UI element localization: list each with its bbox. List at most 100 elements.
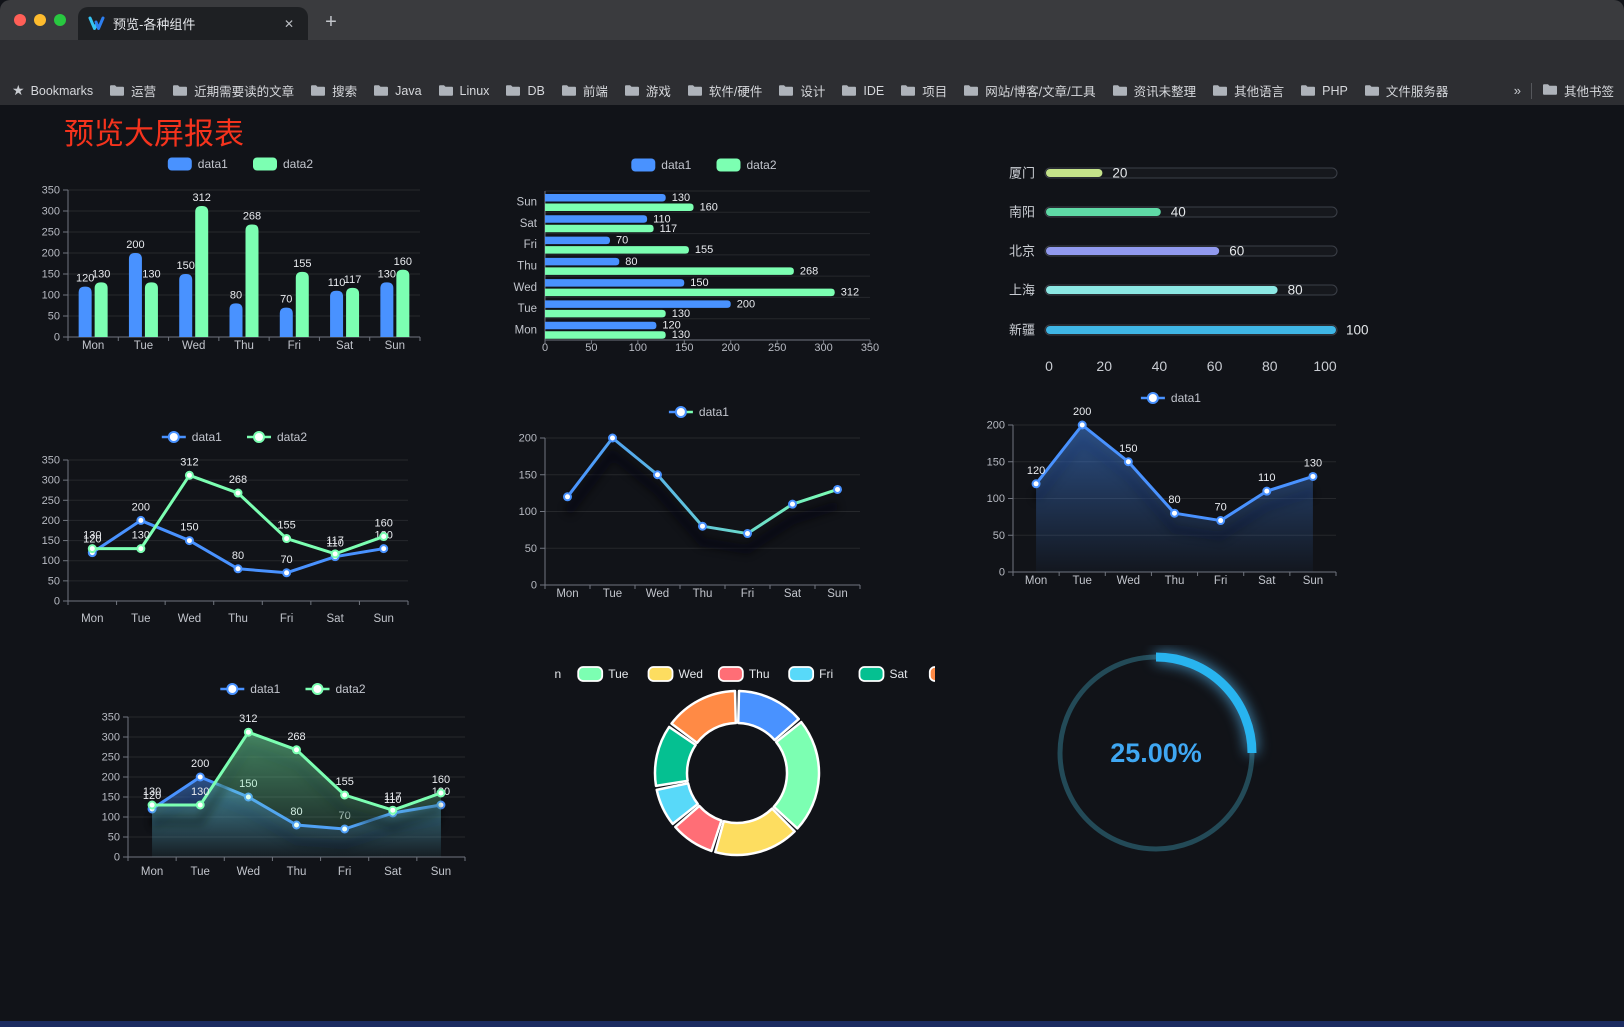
- svg-text:Sun: Sun: [1303, 575, 1323, 587]
- folder-icon: [561, 85, 576, 96]
- bookmark-folder[interactable]: 设计: [778, 81, 825, 100]
- svg-text:130: 130: [672, 329, 690, 341]
- new-tab-button[interactable]: +: [325, 11, 337, 33]
- svg-text:Sat: Sat: [327, 613, 345, 625]
- svg-text:150: 150: [42, 535, 60, 547]
- svg-text:150: 150: [180, 522, 198, 534]
- svg-text:200: 200: [737, 298, 755, 310]
- traffic-light-zoom[interactable]: [54, 14, 66, 26]
- svg-text:250: 250: [102, 752, 120, 764]
- bookmark-folder[interactable]: 其他语言: [1212, 81, 1284, 100]
- svg-text:160: 160: [700, 202, 718, 214]
- bookmark-folder[interactable]: 文件服务器: [1364, 81, 1448, 100]
- svg-text:80: 80: [232, 550, 244, 562]
- bookmark-folder[interactable]: 软件/硬件: [687, 81, 762, 100]
- folder-icon: [964, 85, 979, 96]
- svg-text:60: 60: [1229, 244, 1244, 259]
- bookmark-folder[interactable]: 搜索: [310, 81, 357, 100]
- svg-text:Wed: Wed: [182, 340, 205, 352]
- svg-text:厦门: 厦门: [1009, 166, 1035, 181]
- gauge-chart[interactable]: 25.00%: [1040, 645, 1280, 865]
- svg-text:Sat: Sat: [889, 667, 908, 681]
- svg-text:Tue: Tue: [1073, 575, 1092, 587]
- svg-text:50: 50: [48, 311, 60, 323]
- line-chart-two-series[interactable]: 0 50 100 150 200 250 300 350 Mon Tue Wed Thu Fri Sat S…: [40, 425, 420, 632]
- bookmark-folder[interactable]: 前端: [561, 81, 608, 100]
- svg-text:150: 150: [42, 269, 60, 281]
- bookmark-folder[interactable]: Linux: [438, 84, 489, 98]
- bookmark-folder[interactable]: Java: [373, 84, 422, 98]
- area-chart-two-series[interactable]: 0 50 100 150 200 250 300 350 Mon Tue Wed Thu Fri Sat S…: [100, 678, 480, 884]
- svg-text:80: 80: [1288, 283, 1303, 298]
- bookmark-folder[interactable]: IDE: [841, 84, 884, 98]
- folder-icon: [842, 85, 857, 96]
- folder-icon: [110, 85, 125, 96]
- window-titlebar: 预览-各种组件 ✕ +: [0, 0, 1624, 40]
- bookmark-folder[interactable]: 项目: [900, 81, 947, 100]
- svg-text:110: 110: [328, 277, 346, 289]
- folder-icon: [901, 85, 916, 96]
- folder-icon: [1542, 83, 1557, 95]
- svg-text:150: 150: [987, 456, 1005, 468]
- svg-text:Wed: Wed: [178, 613, 201, 625]
- bookmarks-home-item[interactable]: ★ Bookmarks: [12, 82, 93, 99]
- svg-text:Mon: Mon: [515, 324, 537, 336]
- browser-tab[interactable]: 预览-各种组件 ✕: [78, 7, 308, 40]
- horizontal-bar-chart[interactable]: 0 50 100 150 200 250 300 350 Sun 130 160 Sat 110 117 F…: [505, 150, 905, 364]
- folder-icon: [779, 85, 794, 96]
- bookmarks-overflow-chevron[interactable]: »: [1513, 83, 1521, 98]
- svg-text:200: 200: [132, 501, 150, 513]
- area-chart-single-series[interactable]: 0 50 100 150 200 Mon Tue Wed Thu Fri Sat Sun 120 200 1…: [985, 388, 1355, 594]
- svg-text:data2: data2: [283, 157, 313, 171]
- svg-text:70: 70: [280, 554, 292, 566]
- traffic-light-minimize[interactable]: [34, 14, 46, 26]
- svg-text:150: 150: [675, 342, 693, 354]
- svg-text:120: 120: [76, 273, 94, 285]
- svg-text:200: 200: [42, 248, 60, 260]
- svg-text:Tue: Tue: [608, 667, 629, 681]
- svg-text:268: 268: [800, 265, 818, 277]
- svg-text:Mon: Mon: [82, 340, 104, 352]
- bookmark-folder[interactable]: PHP: [1300, 84, 1348, 98]
- svg-text:0: 0: [1045, 358, 1053, 374]
- svg-text:Sun: Sun: [385, 340, 405, 352]
- grouped-bar-chart[interactable]: 0 50 100 150 200 250 300 350 Mon Tue Wed Thu Fri Sat S…: [40, 150, 460, 362]
- svg-text:150: 150: [690, 277, 708, 289]
- svg-text:Wed: Wed: [237, 866, 260, 878]
- traffic-light-close[interactable]: [14, 14, 26, 26]
- svg-text:上海: 上海: [1009, 283, 1035, 298]
- folder-icon: [1213, 85, 1228, 96]
- bookmark-folder[interactable]: 游戏: [624, 81, 671, 100]
- gradient-line-chart[interactable]: 0 50 100 150 200 Mon Tue Wed Thu Fri Sat Sun data1: [495, 400, 880, 607]
- svg-text:150: 150: [177, 260, 195, 272]
- svg-text:80: 80: [1168, 494, 1180, 506]
- svg-text:150: 150: [102, 792, 120, 804]
- folder-icon: [1301, 85, 1316, 96]
- progress-bar-chart[interactable]: 厦门 20 南阳 40 北京 60 上海 80 新疆 100 0 20 40 60 80 100: [985, 150, 1390, 390]
- svg-text:155: 155: [695, 244, 713, 256]
- svg-text:110: 110: [1258, 472, 1276, 484]
- svg-text:70: 70: [1215, 502, 1227, 514]
- tab-favicon-icon: [88, 16, 105, 30]
- svg-text:120: 120: [83, 534, 101, 546]
- svg-text:80: 80: [230, 289, 242, 301]
- svg-text:Sun: Sun: [827, 588, 847, 600]
- bookmark-folder[interactable]: 网站/博客/文章/工具: [963, 81, 1096, 100]
- other-bookmarks-folder[interactable]: 其他书签: [1542, 81, 1614, 100]
- tab-close-icon[interactable]: ✕: [283, 16, 294, 31]
- svg-text:Fri: Fri: [280, 613, 293, 625]
- svg-text:Tue: Tue: [134, 340, 153, 352]
- svg-text:312: 312: [193, 192, 211, 204]
- svg-text:Wed: Wed: [514, 282, 537, 294]
- bookmark-folder[interactable]: DB: [505, 84, 545, 98]
- bookmark-folder[interactable]: 资讯未整理: [1112, 81, 1196, 100]
- svg-text:data1: data1: [250, 682, 280, 696]
- svg-text:Fri: Fri: [288, 340, 301, 352]
- folder-icon: [1364, 85, 1379, 96]
- svg-text:Tue: Tue: [131, 613, 150, 625]
- bookmark-folder[interactable]: 近期需要读的文章: [172, 81, 294, 100]
- svg-text:Wed: Wed: [1117, 575, 1140, 587]
- bookmark-folder[interactable]: 运营: [109, 81, 156, 100]
- svg-text:20: 20: [1096, 358, 1112, 374]
